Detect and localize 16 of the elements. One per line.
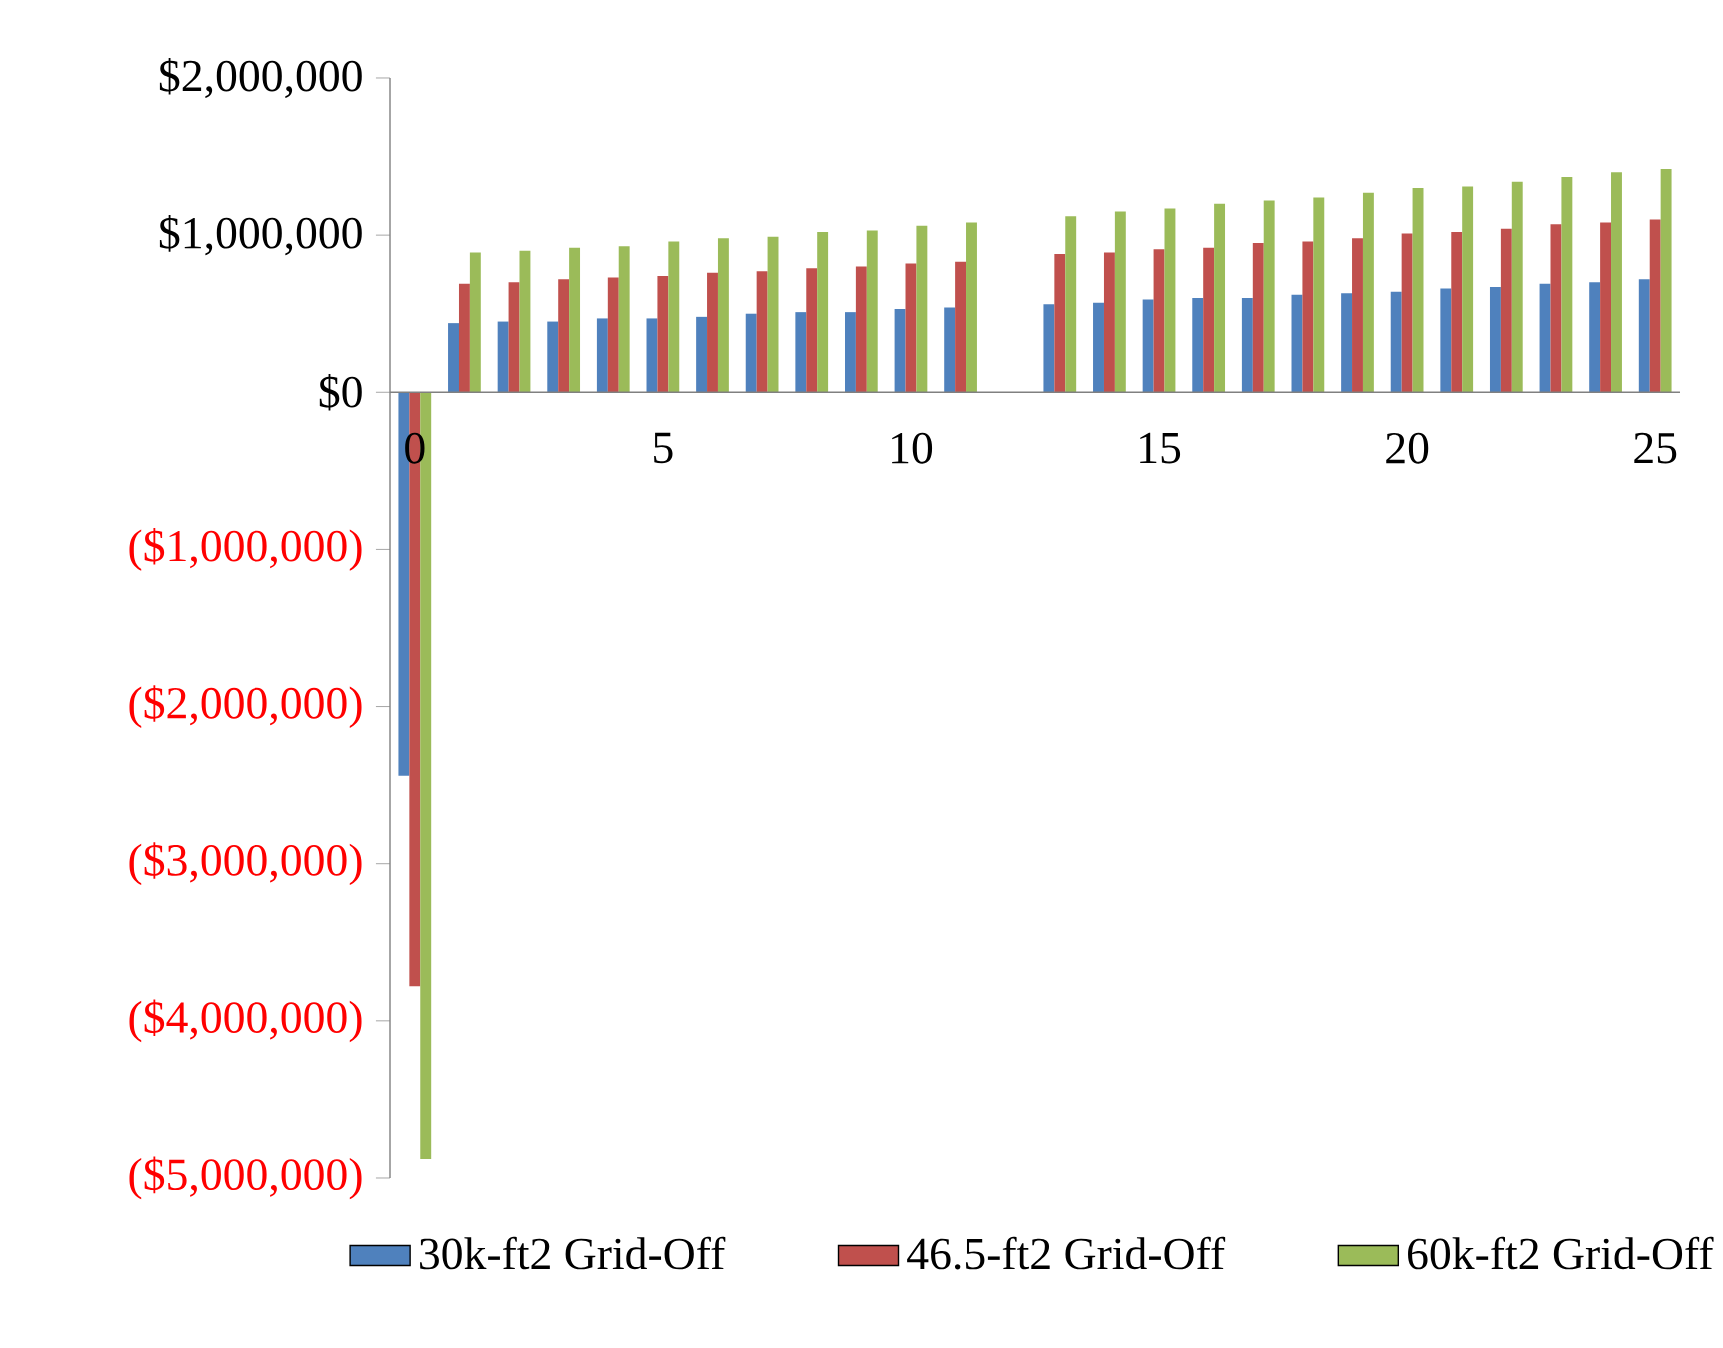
x-tick-label: 10 xyxy=(892,432,933,464)
y-tick-label: ($4,000,000) xyxy=(129,999,362,1043)
legend-label: 46.5-ft2 Grid-Off xyxy=(907,1236,1226,1270)
x-tick-label: 25 xyxy=(1634,432,1677,464)
x-tick-label: 15 xyxy=(1140,432,1181,464)
y-tick-label: $2,000,000 xyxy=(159,57,362,99)
y-tick-label: ($5,000,000) xyxy=(129,1156,362,1200)
y-tick-label: $0 xyxy=(319,374,362,411)
y-tick-label: $1,000,000 xyxy=(159,215,362,256)
y-tick-label: ($3,000,000) xyxy=(129,842,362,886)
x-tick-label: 5 xyxy=(654,432,673,464)
y-tick-label: ($1,000,000) xyxy=(129,528,362,571)
x-tick-label: 20 xyxy=(1386,432,1429,464)
legend-label: 30k-ft2 Grid-Off xyxy=(420,1236,726,1270)
y-tick-label: ($2,000,000) xyxy=(129,685,362,728)
legend-label: 60k-ft2 Grid-Off xyxy=(1408,1236,1714,1270)
